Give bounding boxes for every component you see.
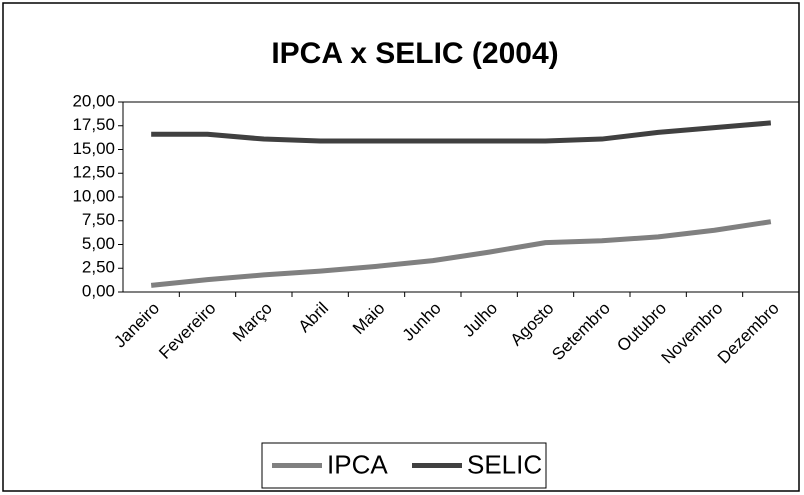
y-tick-label: 17,50	[72, 115, 115, 134]
series-line	[151, 120, 772, 144]
y-tick-label: 20,00	[72, 91, 115, 110]
chart-title: IPCA x SELIC (2004)	[271, 37, 558, 70]
series-line	[150, 219, 772, 288]
y-tick-label: 7,50	[82, 210, 115, 229]
y-tick-label: 10,00	[72, 186, 115, 205]
legend-label: SELIC	[467, 449, 542, 479]
y-tick-label: 12,50	[72, 163, 115, 182]
y-tick-label: 0,00	[82, 281, 115, 300]
legend-label: IPCA	[327, 449, 388, 479]
y-tick-label: 5,00	[82, 234, 115, 253]
y-tick-label: 15,00	[72, 139, 115, 158]
y-tick-label: 2,50	[82, 258, 115, 277]
